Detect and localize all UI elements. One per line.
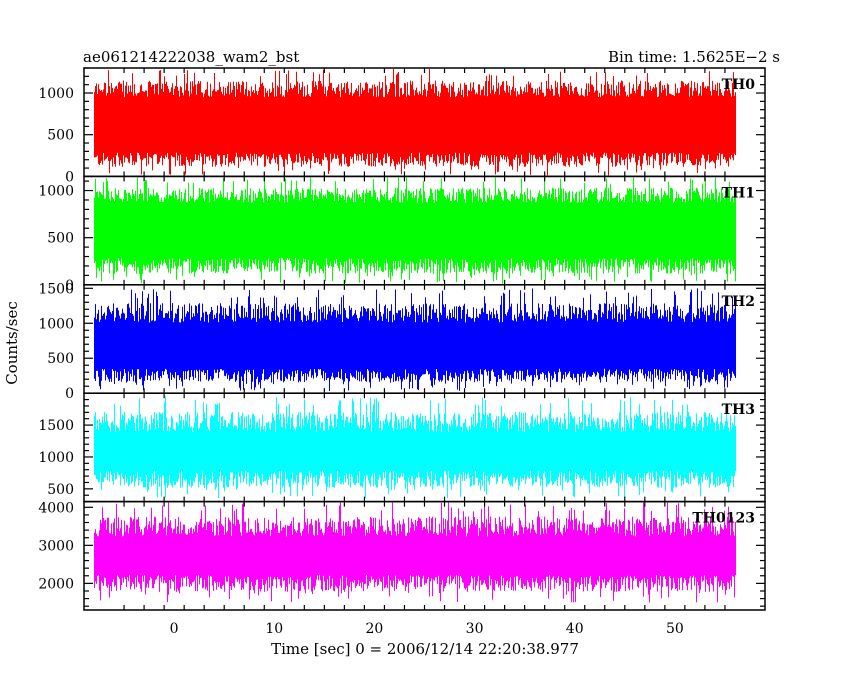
x-tick-label: 40: [566, 621, 584, 637]
panel-th2: 0 500 1000 1500 TH2: [38, 281, 766, 402]
panel-th3: 500 1000 1500 TH3: [38, 392, 766, 503]
x-tick-label: 10: [265, 621, 283, 637]
y-tick-label: 3000: [38, 538, 74, 554]
channel-label: TH2: [722, 294, 755, 310]
panel-th0123: 2000 3000 4000 TH0123: [38, 500, 766, 611]
y-axis-label: Counts/sec: [3, 301, 21, 385]
channel-label: TH0123: [692, 511, 755, 527]
y-tick-label: 0: [65, 169, 74, 185]
series-th3: [94, 396, 736, 499]
y-tick-label: 1000: [38, 450, 74, 466]
panel-th0: 0 500 1000 TH0: [38, 67, 766, 185]
channel-label: TH3: [722, 402, 755, 418]
channel-label: TH0: [722, 77, 756, 93]
series-th2: [94, 288, 736, 391]
y-tick-label: 500: [47, 231, 74, 247]
series-th0123: [94, 502, 736, 603]
chart-title: ae061214222038_wam2_bst: [83, 48, 299, 66]
x-tick-label: 50: [666, 621, 684, 637]
y-tick-label: 1000: [38, 316, 74, 332]
y-tick-label: 4000: [38, 500, 74, 516]
x-axis-label: Time [sec] 0 = 2006/12/14 22:20:38.977: [271, 640, 579, 658]
y-tick-label: 500: [47, 351, 74, 367]
series-th1: [94, 177, 736, 284]
y-tick-label: 0: [65, 278, 74, 294]
y-tick-label: 1000: [38, 86, 74, 102]
y-tick-label: 500: [47, 482, 74, 498]
y-tick-label: 2000: [38, 576, 74, 592]
y-tick-label: 500: [47, 128, 74, 144]
y-tick-label: 0: [65, 386, 74, 402]
x-tick-label: 0: [170, 621, 179, 637]
bin-time-label: Bin time: 1.5625E−2 s: [608, 48, 780, 66]
y-tick-label: 1500: [38, 281, 74, 297]
x-tick-label: 30: [466, 621, 484, 637]
y-tick-label: 1000: [38, 184, 74, 200]
channel-label: TH1: [722, 185, 755, 201]
x-tick-label: 20: [366, 621, 384, 637]
y-tick-label: 1500: [38, 418, 74, 434]
panel-th1: 0 500 1000 TH1: [38, 175, 766, 294]
series-th0: [94, 69, 736, 176]
